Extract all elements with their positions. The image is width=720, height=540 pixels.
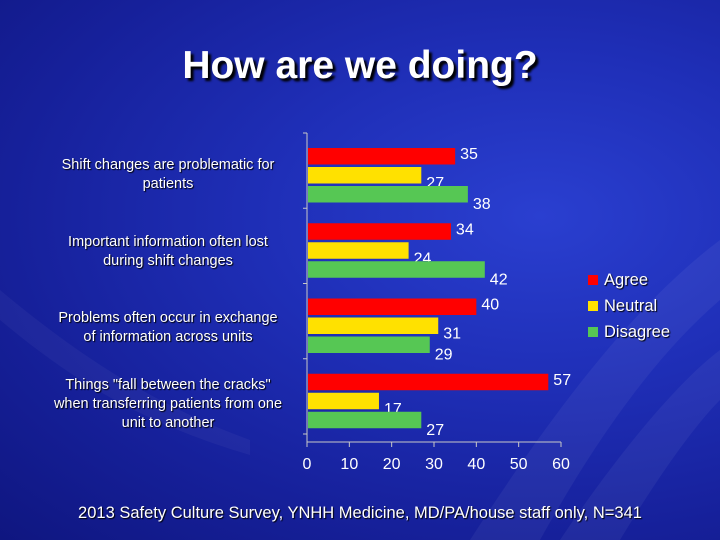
category-label: Shift changes are problematic for patient… (38, 156, 298, 194)
data-label-agree: 57 (553, 372, 571, 389)
category-label-line: patients (142, 176, 194, 192)
category-label-line: Things "fall between the cracks" (65, 377, 271, 393)
legend-item-disagree: Disagree (588, 319, 670, 345)
bar-disagree (308, 336, 430, 353)
slide-title: How are we doing? (182, 44, 538, 87)
legend-item-neutral: Neutral (588, 293, 670, 319)
legend-label-disagree: Disagree (604, 322, 671, 341)
data-label-agree: 35 (460, 146, 478, 163)
data-label-disagree: 27 (426, 422, 444, 439)
bar-neutral (308, 167, 422, 184)
category-label: Things "fall between the cracks" when tra… (38, 376, 298, 433)
x-tick-label: 10 (340, 456, 358, 473)
category-label-line: when transferring patients from one (53, 396, 283, 412)
x-tick-label: 0 (303, 456, 312, 473)
data-label-agree: 34 (456, 221, 474, 238)
category-label-line: unit to another (121, 415, 215, 431)
bar-neutral (308, 392, 379, 410)
legend-label-neutral: Neutral (604, 296, 658, 315)
category-label-line: of information across units (83, 329, 253, 345)
legend-swatch-agree (588, 275, 598, 285)
category-label-line: during shift changes (103, 253, 233, 269)
category-label: Important information often lost during s… (38, 233, 298, 271)
bar-neutral (308, 317, 439, 334)
category-label-line: Important information often lost (68, 234, 268, 250)
data-label-neutral: 31 (443, 326, 461, 343)
bar-agree (308, 148, 456, 165)
bar-neutral (308, 242, 409, 259)
footnote-source: 2013 Safety Culture Survey, YNHH Medicin… (78, 504, 642, 522)
x-tick-label: 40 (467, 456, 485, 473)
x-tick-label: 50 (510, 456, 528, 473)
legend-swatch-neutral (588, 301, 598, 311)
category-label: Problems often occur in exchange of infor… (38, 309, 298, 347)
x-tick-label: 30 (425, 456, 443, 473)
data-label-agree: 40 (481, 297, 499, 314)
legend-label-agree: Agree (604, 270, 649, 289)
data-label-disagree: 29 (435, 347, 453, 364)
bar-agree (308, 223, 451, 240)
bar-disagree (308, 186, 468, 203)
category-label-line: Shift changes are problematic for (61, 157, 275, 173)
data-label-disagree: 42 (490, 271, 508, 288)
data-label-disagree: 38 (473, 196, 491, 213)
legend-swatch-disagree (588, 327, 598, 337)
bar-agree (308, 373, 549, 391)
bar-disagree (308, 261, 485, 278)
x-tick-label: 60 (552, 456, 570, 473)
x-tick-label: 20 (383, 456, 401, 473)
bar-agree (308, 298, 477, 315)
category-label-line: Problems often occur in exchange (58, 310, 278, 326)
legend-item-agree: Agree (588, 267, 670, 293)
bar-disagree (308, 411, 422, 429)
chart-legend: Agree Neutral Disagree (588, 267, 670, 345)
